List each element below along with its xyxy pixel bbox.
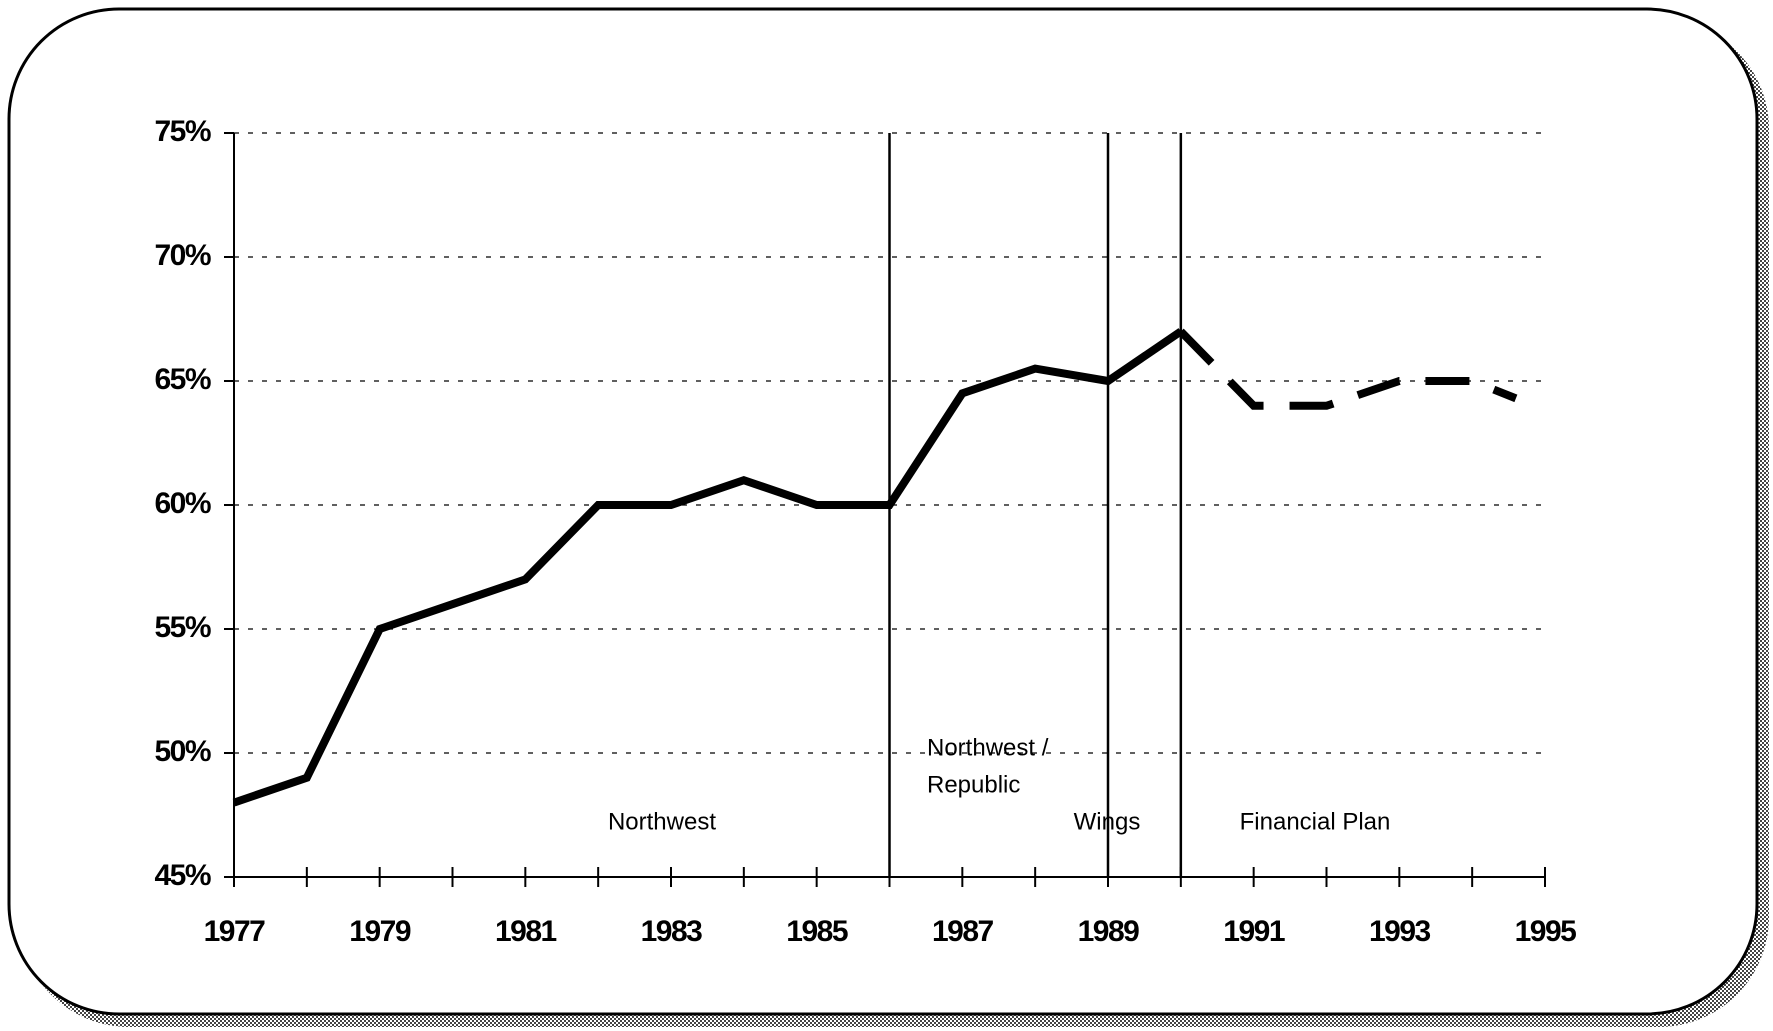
data-line: [1177, 328, 1518, 410]
y-tick-label: 50%: [154, 735, 210, 768]
x-tick-label: 1981: [495, 915, 557, 948]
period-label: Wings: [1074, 808, 1141, 835]
y-tick-label: 65%: [154, 363, 210, 396]
data-line: [232, 328, 1184, 807]
x-tick-label: 1995: [1515, 915, 1577, 948]
period-label: Republic: [927, 771, 1020, 798]
x-tick-label: 1979: [349, 915, 411, 948]
y-tick-label: 45%: [154, 859, 210, 892]
x-tick-label: 1983: [641, 915, 703, 948]
period-label: Financial Plan: [1240, 808, 1391, 835]
x-tick-label: 1989: [1078, 915, 1140, 948]
x-tick-label: 1985: [786, 915, 848, 948]
y-tick-label: 75%: [154, 115, 210, 148]
x-tick-label: 1991: [1223, 915, 1285, 948]
period-label: Northwest: [608, 808, 716, 835]
x-tick-label: 1993: [1369, 915, 1431, 948]
period-label: Northwest /: [927, 734, 1049, 761]
x-tick-label: 1987: [932, 915, 994, 948]
y-tick-label: 70%: [154, 239, 210, 272]
y-tick-label: 60%: [154, 487, 210, 520]
y-tick-label: 55%: [154, 611, 210, 644]
frame: [7, 7, 1759, 1016]
x-tick-label: 1977: [204, 915, 266, 948]
